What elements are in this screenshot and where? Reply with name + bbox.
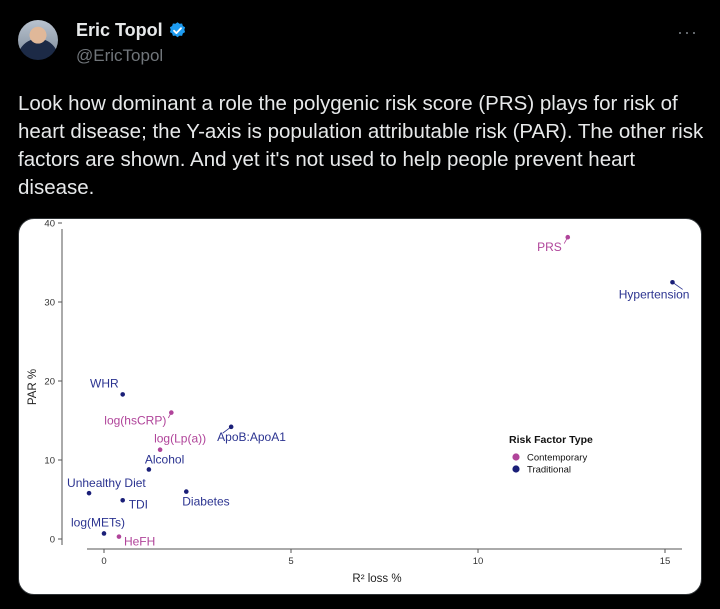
- point-label-unhealthy-diet: Unhealthy Diet: [67, 476, 146, 490]
- point-alcohol: [146, 467, 152, 472]
- legend-swatch-contemporary: [512, 453, 520, 461]
- scatter-chart: 0 10 20 30 40 0 5 10 15 PRS Hypertension WHR log(h…: [27, 219, 690, 585]
- tweet-text: Look how dominant a role the polygenic r…: [18, 92, 704, 199]
- author-name[interactable]: Eric Topol: [76, 20, 163, 40]
- point-diabetes: [183, 489, 189, 494]
- more-options-icon[interactable]: ···: [677, 22, 698, 42]
- point-label-alcohol: Alcohol: [145, 452, 184, 466]
- point-tdi: [120, 497, 125, 503]
- x-ticks: 0 5 10 15: [101, 549, 670, 567]
- author-name-row: Eric Topol: [76, 20, 187, 41]
- y-tick-label: 20: [44, 377, 55, 388]
- point-hefh: [116, 534, 122, 539]
- tweet-header: Eric Topol @EricTopol ···: [18, 18, 702, 74]
- legend-swatch-traditional: [512, 465, 520, 473]
- y-ticks: 0 10 20 30 40: [44, 219, 62, 546]
- point-log-lp-a: [157, 447, 163, 453]
- point-apob-apoa1: [228, 424, 234, 430]
- point-label-tdi: TDI: [129, 497, 148, 511]
- y-tick-label: 10: [44, 456, 55, 467]
- author-handle[interactable]: @EricTopol: [76, 46, 164, 65]
- point-label-log-lp-a: log(Lp(a)): [154, 432, 206, 446]
- x-tick-label: 15: [660, 556, 671, 567]
- point-label-whr: WHR: [90, 376, 119, 390]
- legend-entry-traditional: Traditional: [527, 465, 571, 476]
- point-log-hscrp: [169, 410, 174, 415]
- y-tick-label: 30: [44, 298, 55, 309]
- point-label-diabetes: Diabetes: [182, 495, 229, 509]
- y-tick-label: 0: [50, 535, 55, 546]
- avatar[interactable]: [18, 20, 58, 60]
- point-hypertension: [670, 279, 675, 285]
- legend: Risk Factor Type Contemporary Traditiona…: [509, 434, 593, 476]
- legend-title: Risk Factor Type: [509, 434, 593, 446]
- point-label-log-mets: log(METs): [71, 515, 125, 529]
- point-whr: [120, 392, 125, 397]
- x-tick-label: 10: [473, 556, 484, 567]
- point-label-hefh: HeFH: [124, 535, 155, 549]
- verified-badge-icon[interactable]: [168, 21, 187, 40]
- point-prs: [565, 234, 571, 240]
- point-unhealthy-diet: [86, 490, 92, 496]
- x-tick-label: 5: [288, 556, 293, 567]
- point-log-mets: [101, 531, 107, 536]
- x-tick-label: 0: [101, 556, 106, 567]
- legend-entry-contemporary: Contemporary: [527, 453, 587, 464]
- data-points: PRS Hypertension WHR log(hsCRP) ApoB:ApoA1 lo…: [67, 234, 690, 549]
- point-label-log-hscrp: log(hsCRP): [104, 414, 166, 428]
- y-tick-label: 40: [44, 219, 55, 230]
- x-axis-label: R² loss %: [352, 573, 401, 585]
- tweet-media-chart[interactable]: 0 10 20 30 40 0 5 10 15 PRS Hypertension WHR log(h…: [18, 218, 702, 595]
- y-axis-label: PAR %: [27, 369, 39, 405]
- point-label-prs: PRS: [537, 240, 562, 254]
- point-label-hypertension: Hypertension: [619, 287, 690, 301]
- point-label-apob-apoa1: ApoB:ApoA1: [217, 430, 286, 444]
